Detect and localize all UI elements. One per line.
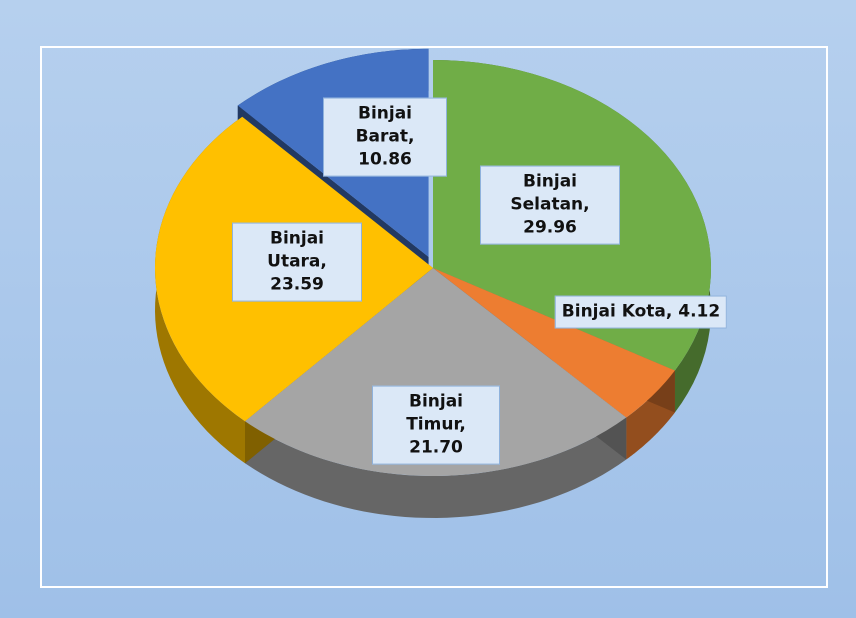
data-label: Binjai Selatan, 29.96: [480, 165, 620, 245]
slice: [245, 268, 627, 476]
data-label: Binjai Timur, 21.70: [372, 385, 500, 465]
data-label: Binjai Barat, 10.86: [323, 97, 447, 177]
slice: [433, 268, 675, 418]
frame: [40, 46, 828, 588]
data-label: Binjai Utara, 23.59: [232, 222, 362, 302]
slice-side: [245, 417, 627, 518]
data-label: Binjai Kota, 4.12: [554, 295, 728, 329]
